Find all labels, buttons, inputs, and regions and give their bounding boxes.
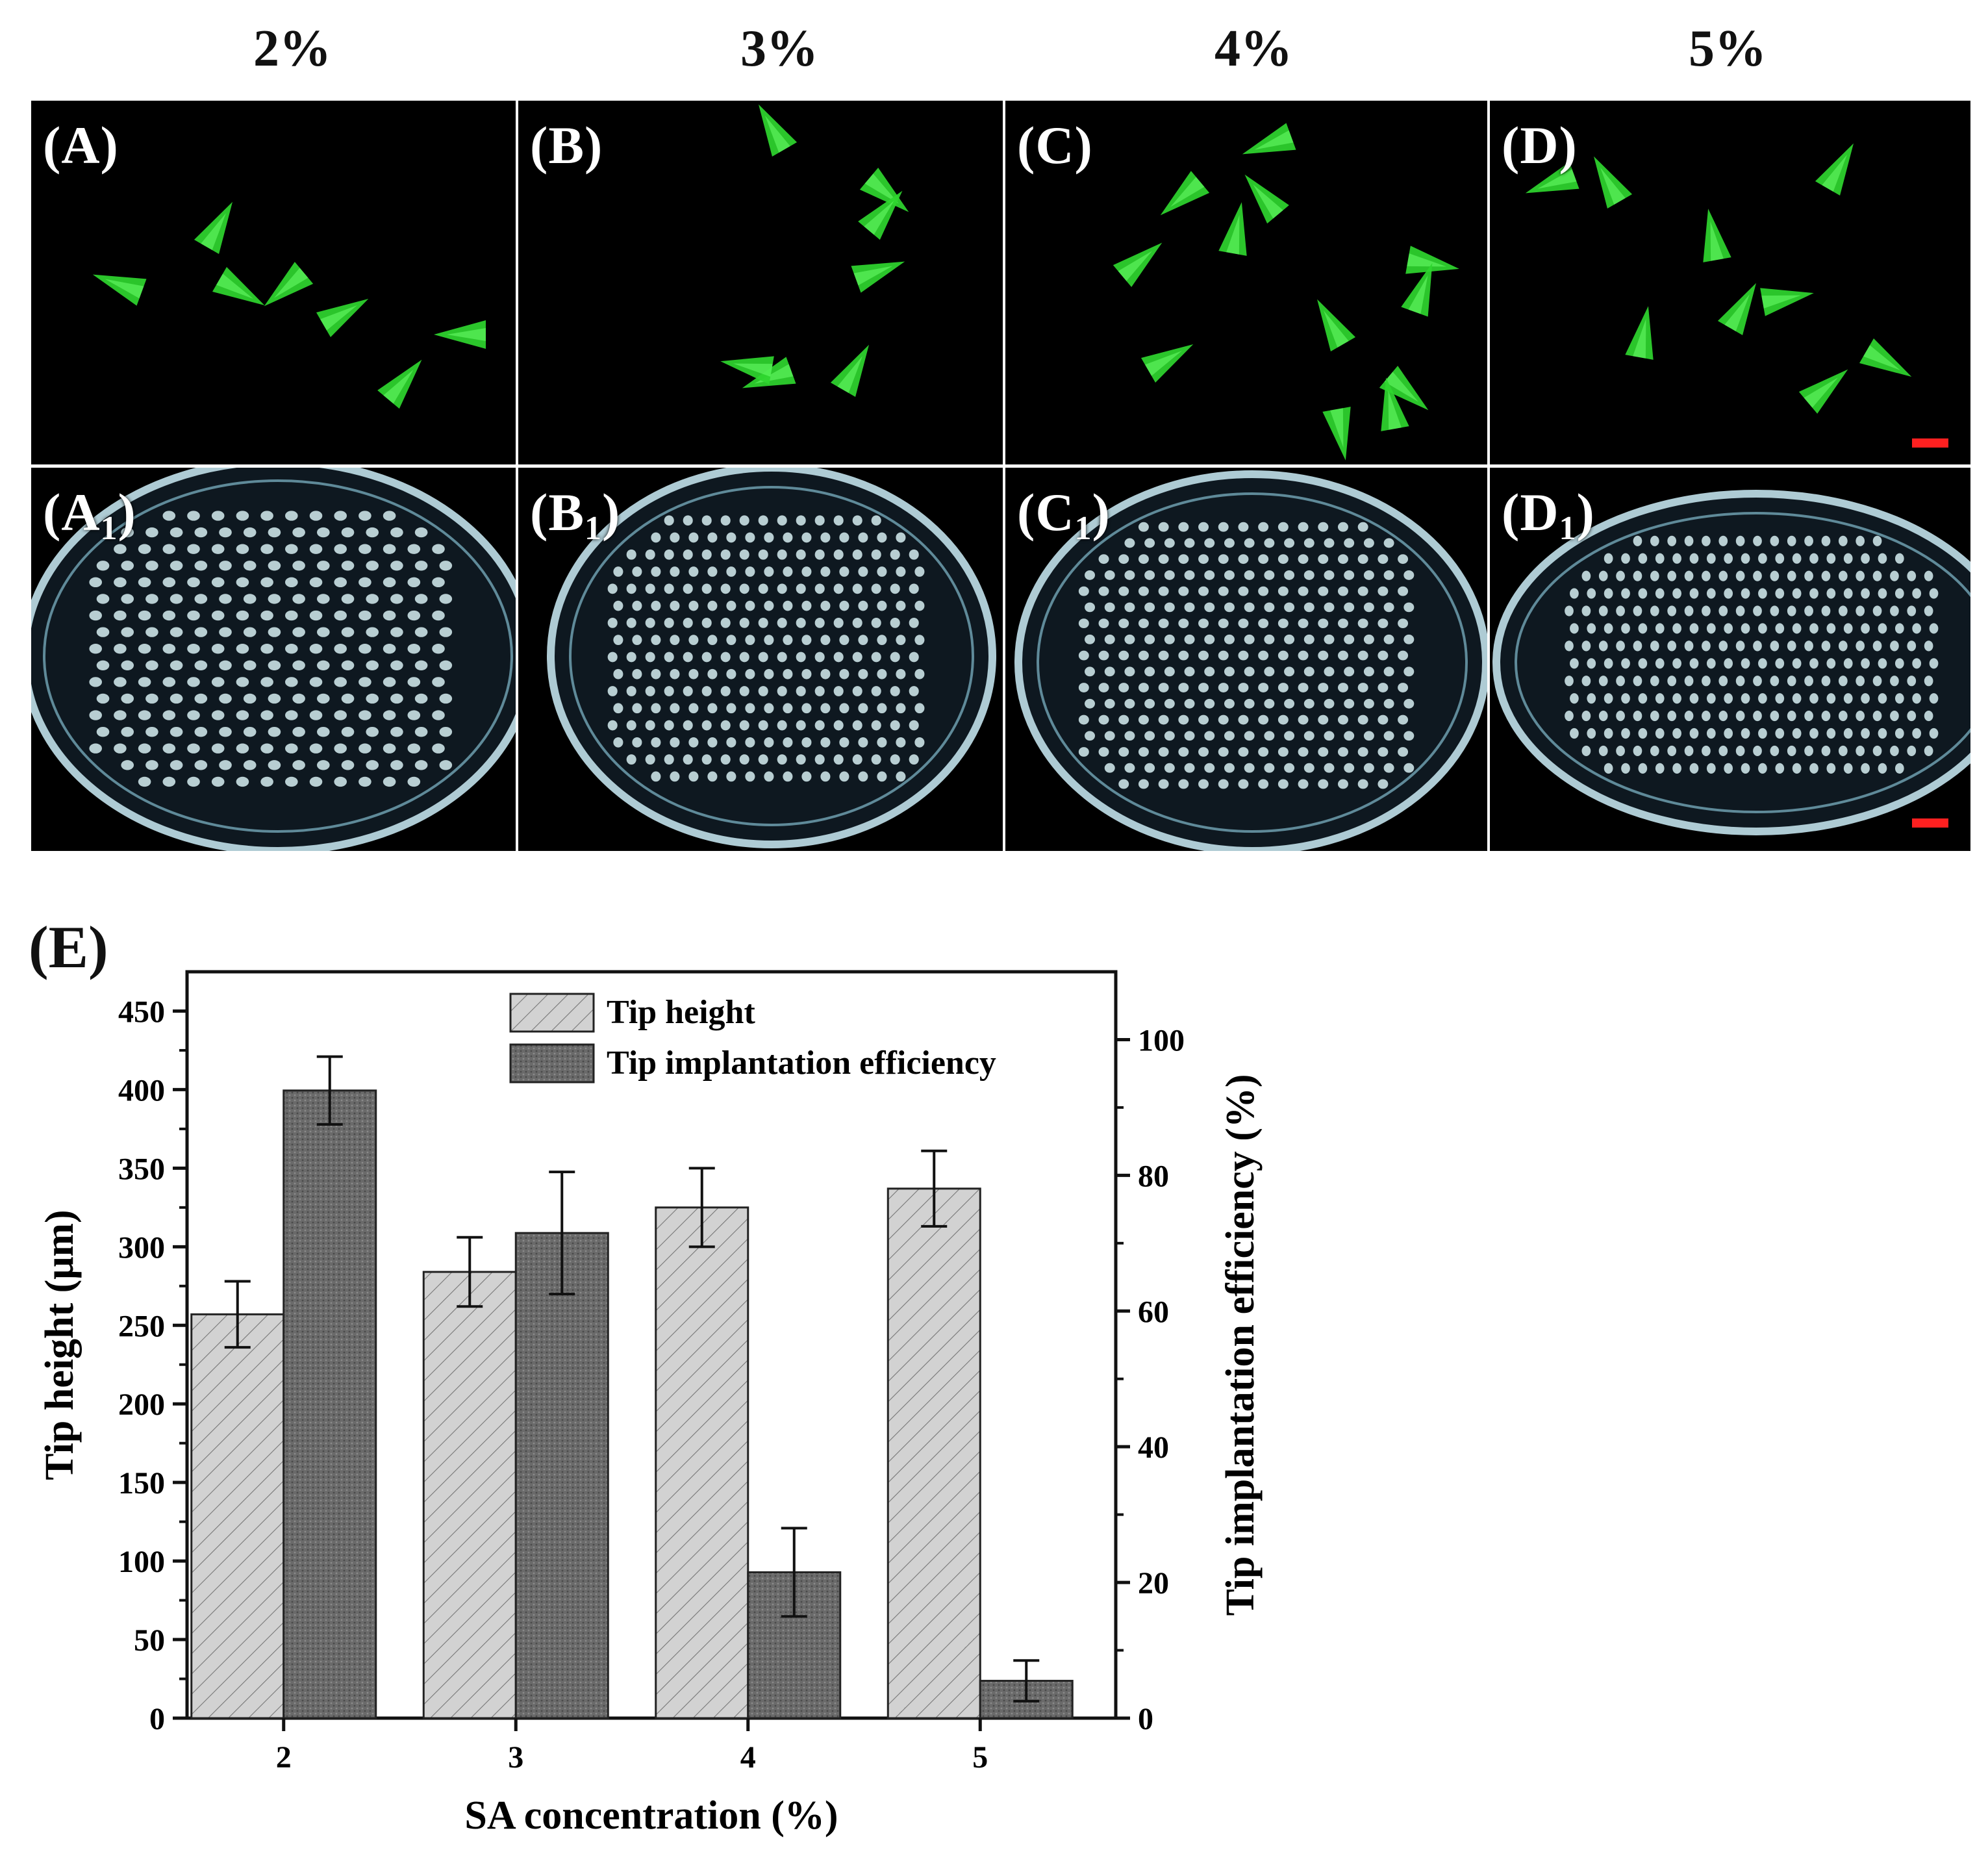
x-tick-label: 4 [740, 1740, 756, 1775]
panel-c1-patch-image: (C1) [1005, 468, 1487, 851]
x-axis-label: SA concentration (%) [464, 1793, 838, 1838]
y-tick-label: 0 [149, 1702, 165, 1736]
microneedle-patch-d1 [1492, 490, 1970, 835]
plot-frame [185, 970, 1118, 1720]
x-tick-label: 5 [972, 1740, 988, 1775]
y-right-tick-label: 20 [1138, 1566, 1169, 1601]
efficiency-bar [283, 1089, 377, 1719]
legend-label: Tip implantation efficiency [607, 1045, 996, 1082]
column-header-3pct: 3% [740, 20, 818, 77]
panel-b1-label: (B1) [530, 483, 621, 547]
panel-c-label: (C) [1017, 116, 1093, 175]
microneedle-patch-a1 [31, 468, 516, 851]
panel-b-label: (B) [530, 116, 603, 175]
legend-swatch [509, 1043, 595, 1084]
y-tick-label: 450 [118, 995, 165, 1029]
fluorescent-tips-b [720, 104, 909, 397]
bar-chart: 0 50 100 150 200 250 300 350 400 450 0 20 40 60 80 100 2… [38, 970, 1263, 1838]
tip-height-bar [422, 1271, 517, 1719]
y-tick-label: 250 [118, 1309, 165, 1343]
y-tick-label: 100 [118, 1545, 165, 1579]
y-tick-label: 200 [118, 1388, 165, 1422]
x-tick-label: 3 [508, 1740, 523, 1775]
y-tick-label: 350 [118, 1152, 165, 1186]
y-tick-label: 300 [118, 1230, 165, 1265]
scale-bar-top [1912, 438, 1948, 448]
microneedle-patch-c1 [1014, 470, 1487, 851]
legend-label: Tip height [607, 994, 755, 1031]
panel-d1-label: (D1) [1502, 483, 1595, 547]
column-header-2pct: 2% [253, 20, 331, 77]
y-right-axis-label: Tip implantation efficiency (%) [1218, 1074, 1263, 1616]
y-tick-label: 400 [118, 1073, 165, 1108]
y-axis-label: Tip height (μm) [38, 1210, 82, 1480]
column-header-4pct: 4% [1214, 20, 1292, 77]
y-right-tick-label: 40 [1138, 1430, 1169, 1465]
panel-a1-label: (A1) [43, 483, 136, 547]
y-right-tick-label: 0 [1138, 1702, 1153, 1736]
microneedle-patch-b1 [547, 468, 996, 848]
scale-bar-bottom [1912, 818, 1948, 828]
tip-height-bar [887, 1187, 981, 1719]
panel-c-fluorescence-image: (C) [1005, 101, 1487, 464]
tip-height-bar [655, 1206, 749, 1719]
panel-b1-patch-image: (B1) [518, 468, 1003, 851]
y-right-tick-label: 100 [1138, 1023, 1185, 1058]
panel-a-fluorescence-image: (A) [31, 101, 516, 464]
panel-c1-label: (C1) [1017, 483, 1111, 547]
fluorescent-tips-c [1113, 123, 1459, 461]
efficiency-bar [514, 1232, 609, 1719]
chart-panel-label: (E) [29, 914, 108, 980]
panel-d-label: (D) [1502, 116, 1578, 175]
column-header-5pct: 5% [1689, 20, 1767, 77]
y-right-tick-label: 80 [1138, 1159, 1169, 1193]
panel-d1-patch-image: (D1) [1490, 468, 1970, 851]
y-tick-label: 150 [118, 1466, 165, 1501]
panel-d-fluorescence-image: (D) [1490, 101, 1970, 464]
legend-swatch [509, 993, 595, 1033]
x-tick-label: 2 [276, 1740, 292, 1775]
fluorescent-tips-d [1525, 143, 1912, 414]
y-tick-label: 50 [134, 1623, 165, 1658]
tip-height-bar [190, 1313, 285, 1719]
panel-a1-patch-image: (A1) [31, 468, 516, 851]
panel-a-label: (A) [43, 116, 119, 175]
y-right-tick-label: 60 [1138, 1295, 1169, 1329]
panel-b-fluorescence-image: (B) [518, 101, 1003, 464]
fluorescent-tips-a [92, 201, 486, 409]
